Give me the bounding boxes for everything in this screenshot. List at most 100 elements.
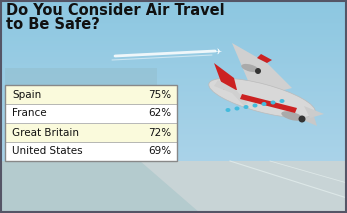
Bar <box>0 73 347 75</box>
Bar <box>0 7 347 9</box>
Bar <box>0 158 347 160</box>
Polygon shape <box>257 100 317 126</box>
Bar <box>0 138 347 139</box>
Bar <box>0 98 347 100</box>
Bar <box>0 96 347 98</box>
Text: 69%: 69% <box>148 147 171 157</box>
Ellipse shape <box>241 64 259 72</box>
Bar <box>0 62 347 64</box>
Bar <box>0 111 347 113</box>
Bar <box>0 47 347 49</box>
Bar <box>0 118 347 119</box>
Bar <box>0 14 347 16</box>
Bar <box>0 58 347 59</box>
Bar <box>0 1 347 3</box>
Text: Spain: Spain <box>12 89 41 99</box>
Bar <box>0 177 347 178</box>
Bar <box>0 65 347 66</box>
Bar <box>0 33 347 34</box>
Text: Do You Consider Air Travel: Do You Consider Air Travel <box>6 3 225 18</box>
Bar <box>0 161 347 163</box>
Bar <box>0 164 347 165</box>
Ellipse shape <box>298 115 305 122</box>
Bar <box>0 154 347 156</box>
Bar <box>0 106 347 108</box>
Bar <box>0 131 347 133</box>
Bar <box>0 170 347 172</box>
Bar <box>0 75 347 76</box>
Bar <box>0 148 347 150</box>
Bar <box>0 95 347 97</box>
Text: United States: United States <box>12 147 83 157</box>
Bar <box>0 16 347 18</box>
Bar <box>0 132 347 134</box>
Polygon shape <box>232 90 248 106</box>
Ellipse shape <box>281 111 303 121</box>
Bar <box>101 68 108 125</box>
Bar <box>0 59 347 60</box>
Bar <box>0 174 347 175</box>
Bar <box>0 17 347 19</box>
Bar <box>0 206 347 208</box>
Bar <box>0 33 347 35</box>
Bar <box>0 134 347 136</box>
Bar <box>0 94 347 95</box>
Bar <box>0 138 347 140</box>
Bar <box>0 43 347 44</box>
Bar <box>0 183 347 184</box>
Bar <box>0 13 347 15</box>
Bar <box>0 3 347 4</box>
Bar <box>0 7 347 8</box>
Bar <box>0 69 347 70</box>
Bar <box>0 161 347 162</box>
Bar <box>0 207 347 209</box>
Bar <box>0 46 347 47</box>
Bar <box>0 82 347 84</box>
Polygon shape <box>240 94 297 113</box>
Bar <box>0 53 347 55</box>
Bar <box>0 66 347 67</box>
Bar <box>0 171 347 173</box>
Bar <box>0 142 347 144</box>
Bar <box>0 167 347 168</box>
Bar <box>0 52 347 53</box>
Text: 75%: 75% <box>148 89 171 99</box>
Bar <box>0 105 347 107</box>
Bar <box>0 55 347 56</box>
Bar <box>0 160 347 161</box>
Bar <box>0 206 347 207</box>
Bar <box>0 108 347 110</box>
Bar <box>121 68 126 119</box>
Bar <box>0 108 347 109</box>
Bar <box>0 151 347 152</box>
Ellipse shape <box>255 68 261 74</box>
Bar <box>0 151 347 153</box>
Ellipse shape <box>235 106 239 111</box>
Bar <box>0 173 347 174</box>
Bar <box>0 62 347 63</box>
Bar <box>60 68 65 126</box>
Bar <box>0 131 347 132</box>
Bar <box>113 68 121 124</box>
Bar <box>0 22 347 23</box>
Bar <box>0 50 347 52</box>
Bar <box>0 166 347 167</box>
Bar <box>0 24 347 26</box>
Bar <box>0 203 347 204</box>
Bar <box>0 168 347 170</box>
Bar <box>0 189 347 190</box>
Bar <box>0 26 347 27</box>
Bar <box>0 56 347 58</box>
Bar <box>0 137 347 138</box>
Bar <box>0 105 347 106</box>
Bar <box>148 68 153 120</box>
Bar <box>0 91 347 92</box>
Bar <box>0 140 347 141</box>
Bar <box>0 210 347 212</box>
Bar <box>0 59 347 61</box>
Bar <box>0 49 347 51</box>
Bar <box>96 68 101 121</box>
Bar <box>0 127 347 128</box>
Bar <box>0 197 347 199</box>
Bar <box>0 115 347 117</box>
